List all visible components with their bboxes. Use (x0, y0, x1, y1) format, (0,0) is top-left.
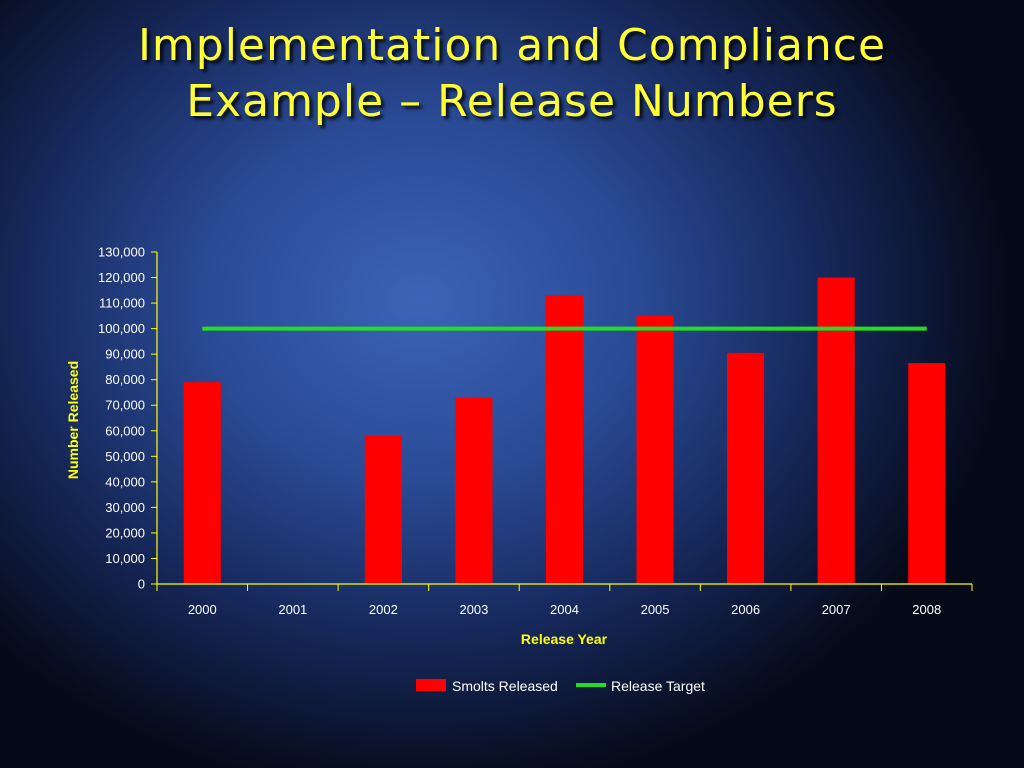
legend: Smolts Released Release Target (416, 678, 705, 694)
y-tick-label: 80,000 (105, 372, 145, 387)
y-tick-label: 30,000 (105, 500, 145, 515)
x-tick-label: 2007 (822, 602, 851, 617)
bar-2007 (817, 277, 855, 584)
x-axis-title: Release Year (521, 631, 608, 647)
x-tick-label: 2001 (278, 602, 307, 617)
legend-label-smolts-released: Smolts Released (452, 678, 558, 694)
y-axis-title: Number Released (65, 361, 81, 479)
y-tick-label: 130,000 (98, 245, 145, 260)
y-tick-label: 20,000 (105, 525, 145, 540)
bar-2006 (727, 352, 765, 584)
bars-layer (183, 277, 946, 584)
x-tick-label: 2005 (641, 602, 670, 617)
axes-layer: 0 10,000 20,000 30,000 40,000 50,000 60,000 70,… (65, 245, 973, 647)
slide-title-line-1: Implementation and Compliance (137, 20, 887, 71)
bar-2003 (455, 397, 493, 584)
slide-title: Implementation and Compliance Example – … (0, 18, 1024, 130)
bar-2005 (636, 315, 674, 584)
bar-2008 (908, 363, 946, 584)
slide-title-line-2: Example – Release Numbers (186, 76, 838, 127)
bar-2000 (183, 382, 221, 584)
y-tick-label: 10,000 (105, 551, 145, 566)
bar-2004 (545, 295, 583, 584)
x-tick-label: 2000 (188, 602, 217, 617)
y-tick-label: 0 (138, 577, 145, 592)
y-tick-label: 40,000 (105, 474, 145, 489)
x-tick-label: 2004 (550, 602, 579, 617)
x-tick-label: 2003 (459, 602, 488, 617)
x-tick-label: 2008 (912, 602, 941, 617)
y-tick-label: 70,000 (105, 398, 145, 413)
y-tick-label: 110,000 (99, 296, 145, 311)
y-tick-label: 50,000 (105, 449, 145, 464)
y-tick-label: 60,000 (105, 423, 145, 438)
y-tick-label: 90,000 (105, 347, 145, 362)
y-tick-label: 120,000 (98, 270, 145, 285)
y-tick-label: 100,000 (98, 321, 145, 336)
x-tick-label: 2002 (369, 602, 398, 617)
bar-2002 (364, 435, 402, 584)
legend-label-release-target: Release Target (611, 678, 705, 694)
legend-swatch-smolts-released (416, 679, 446, 691)
x-tick-label: 2006 (731, 602, 760, 617)
